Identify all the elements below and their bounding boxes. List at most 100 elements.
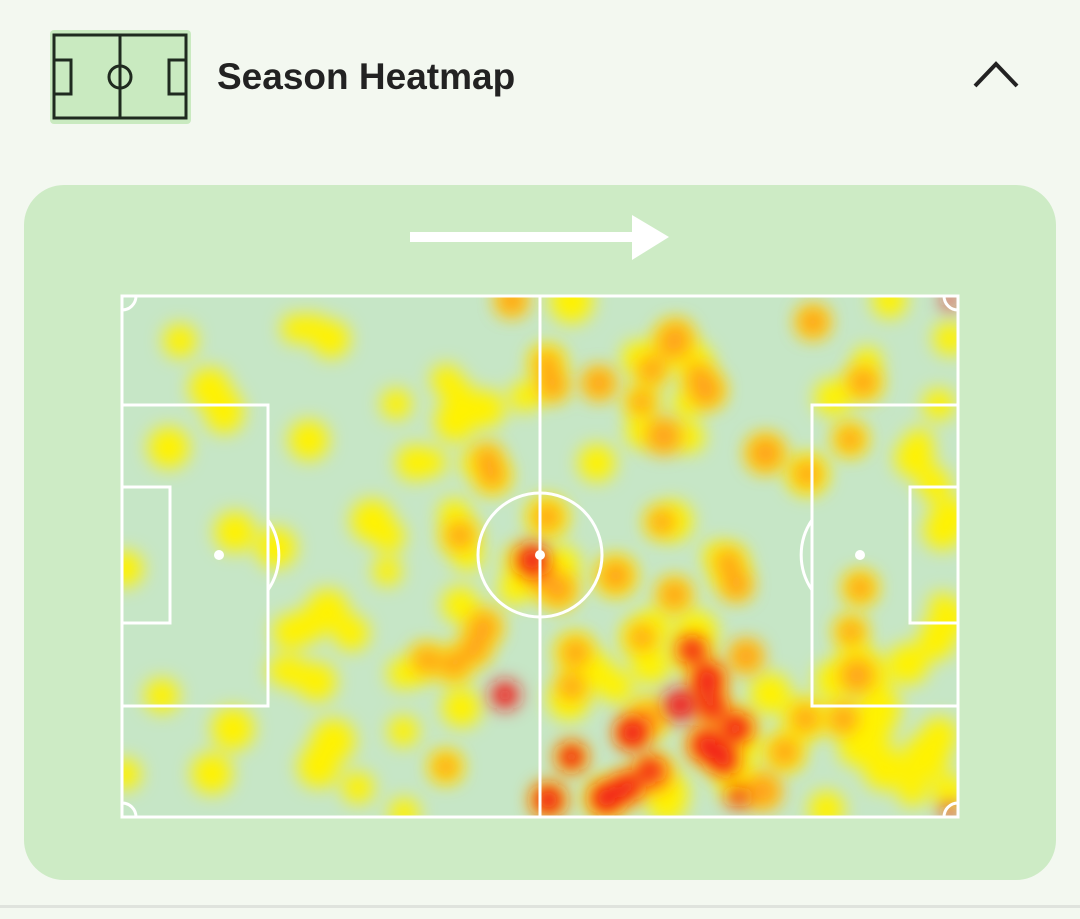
heat-blob xyxy=(558,743,586,771)
heat-blob xyxy=(887,643,929,685)
heat-blob xyxy=(793,460,822,488)
heat-blob xyxy=(122,550,143,587)
heat-blob xyxy=(342,771,374,804)
heat-blob xyxy=(638,758,662,782)
heat-blob xyxy=(267,655,298,686)
heat-blob xyxy=(931,774,958,809)
heat-blob xyxy=(147,426,190,469)
heat-blob xyxy=(442,586,479,624)
heat-blob xyxy=(537,370,567,400)
heat-blob xyxy=(729,639,763,673)
heat-blob xyxy=(692,667,722,696)
penalty-spot xyxy=(855,550,865,560)
heat-blob xyxy=(840,658,875,693)
heat-blob xyxy=(561,638,590,667)
heat-blob xyxy=(460,634,490,664)
heat-blob xyxy=(646,418,682,454)
heat-blob xyxy=(897,777,927,807)
heat-blob xyxy=(928,592,958,622)
heat-blob xyxy=(728,787,748,807)
heat-blob xyxy=(837,426,864,453)
heat-blob xyxy=(770,737,800,767)
heat-blob xyxy=(599,670,633,704)
heat-blob xyxy=(685,362,712,389)
heat-blob xyxy=(496,296,527,316)
heat-blob xyxy=(663,321,690,348)
heat-blob xyxy=(388,715,419,747)
heat-blob xyxy=(599,559,632,592)
direction-arrow xyxy=(410,215,669,260)
heat-blob xyxy=(679,637,705,663)
heat-blob xyxy=(509,381,541,412)
heat-blob xyxy=(434,399,477,442)
heat-blob xyxy=(631,648,665,683)
heat-blob xyxy=(549,296,594,324)
divider xyxy=(0,905,1080,908)
heat-blob xyxy=(918,624,955,661)
heat-blob xyxy=(491,681,519,709)
heat-blob xyxy=(649,509,675,535)
heat-blob xyxy=(700,695,725,719)
heat-blob xyxy=(923,511,958,550)
heat-blob xyxy=(441,688,481,728)
heat-blob xyxy=(389,797,420,817)
heat-blob xyxy=(829,704,858,734)
heat-blob xyxy=(797,306,829,338)
heat-blob xyxy=(791,705,820,733)
heat-blob xyxy=(749,672,792,715)
heat-blob xyxy=(664,689,696,721)
heat-blob xyxy=(288,420,329,461)
heat-blob xyxy=(256,527,297,568)
heat-blob xyxy=(466,389,505,428)
heat-blob xyxy=(903,747,940,784)
heat-blob xyxy=(629,624,655,651)
heat-blob xyxy=(744,773,781,810)
heat-blob xyxy=(191,752,233,795)
heat-blob xyxy=(281,314,311,344)
pitch-icon xyxy=(50,30,191,124)
heat-blob xyxy=(578,444,616,482)
heat-blob xyxy=(558,673,586,701)
heat-blob xyxy=(412,646,441,674)
heat-blob xyxy=(616,717,648,749)
heat-blob xyxy=(583,367,615,399)
heat-blob xyxy=(144,678,180,713)
collapse-chevron[interactable] xyxy=(973,61,1019,88)
heat-blob xyxy=(372,557,402,586)
heat-blob xyxy=(848,711,892,755)
heat-blob xyxy=(659,579,690,610)
heat-blob xyxy=(214,511,256,553)
heat-blob xyxy=(281,616,310,646)
heat-blob xyxy=(446,521,474,550)
heat-blob xyxy=(516,544,548,576)
heat-blob xyxy=(478,461,506,490)
heat-blob xyxy=(917,467,952,501)
heat-blob xyxy=(637,356,666,384)
heat-blob xyxy=(848,367,878,397)
heat-blob xyxy=(204,394,244,434)
heat-blob xyxy=(692,730,722,760)
heat-blob xyxy=(673,421,705,453)
heat-blob xyxy=(814,379,851,416)
heat-blob xyxy=(933,322,958,356)
heat-blob xyxy=(433,754,459,780)
heat-blob xyxy=(440,650,469,679)
heat-blob xyxy=(311,718,356,763)
heat-blob xyxy=(629,389,654,415)
heat-blob xyxy=(533,502,562,532)
heat-blob xyxy=(872,296,907,318)
heat-blob xyxy=(381,388,412,420)
section-title: Season Heatmap xyxy=(217,56,515,97)
heat-blob xyxy=(591,782,622,814)
heat-blob xyxy=(122,758,141,790)
heat-blob xyxy=(715,549,742,576)
heat-blob xyxy=(442,377,474,410)
penalty-spot xyxy=(214,550,224,560)
heat-blob xyxy=(894,438,935,478)
center-spot xyxy=(535,550,545,560)
heat-blob xyxy=(747,435,784,471)
heat-blob xyxy=(863,746,907,791)
heat-blob xyxy=(808,791,845,817)
heat-blob xyxy=(306,588,349,632)
